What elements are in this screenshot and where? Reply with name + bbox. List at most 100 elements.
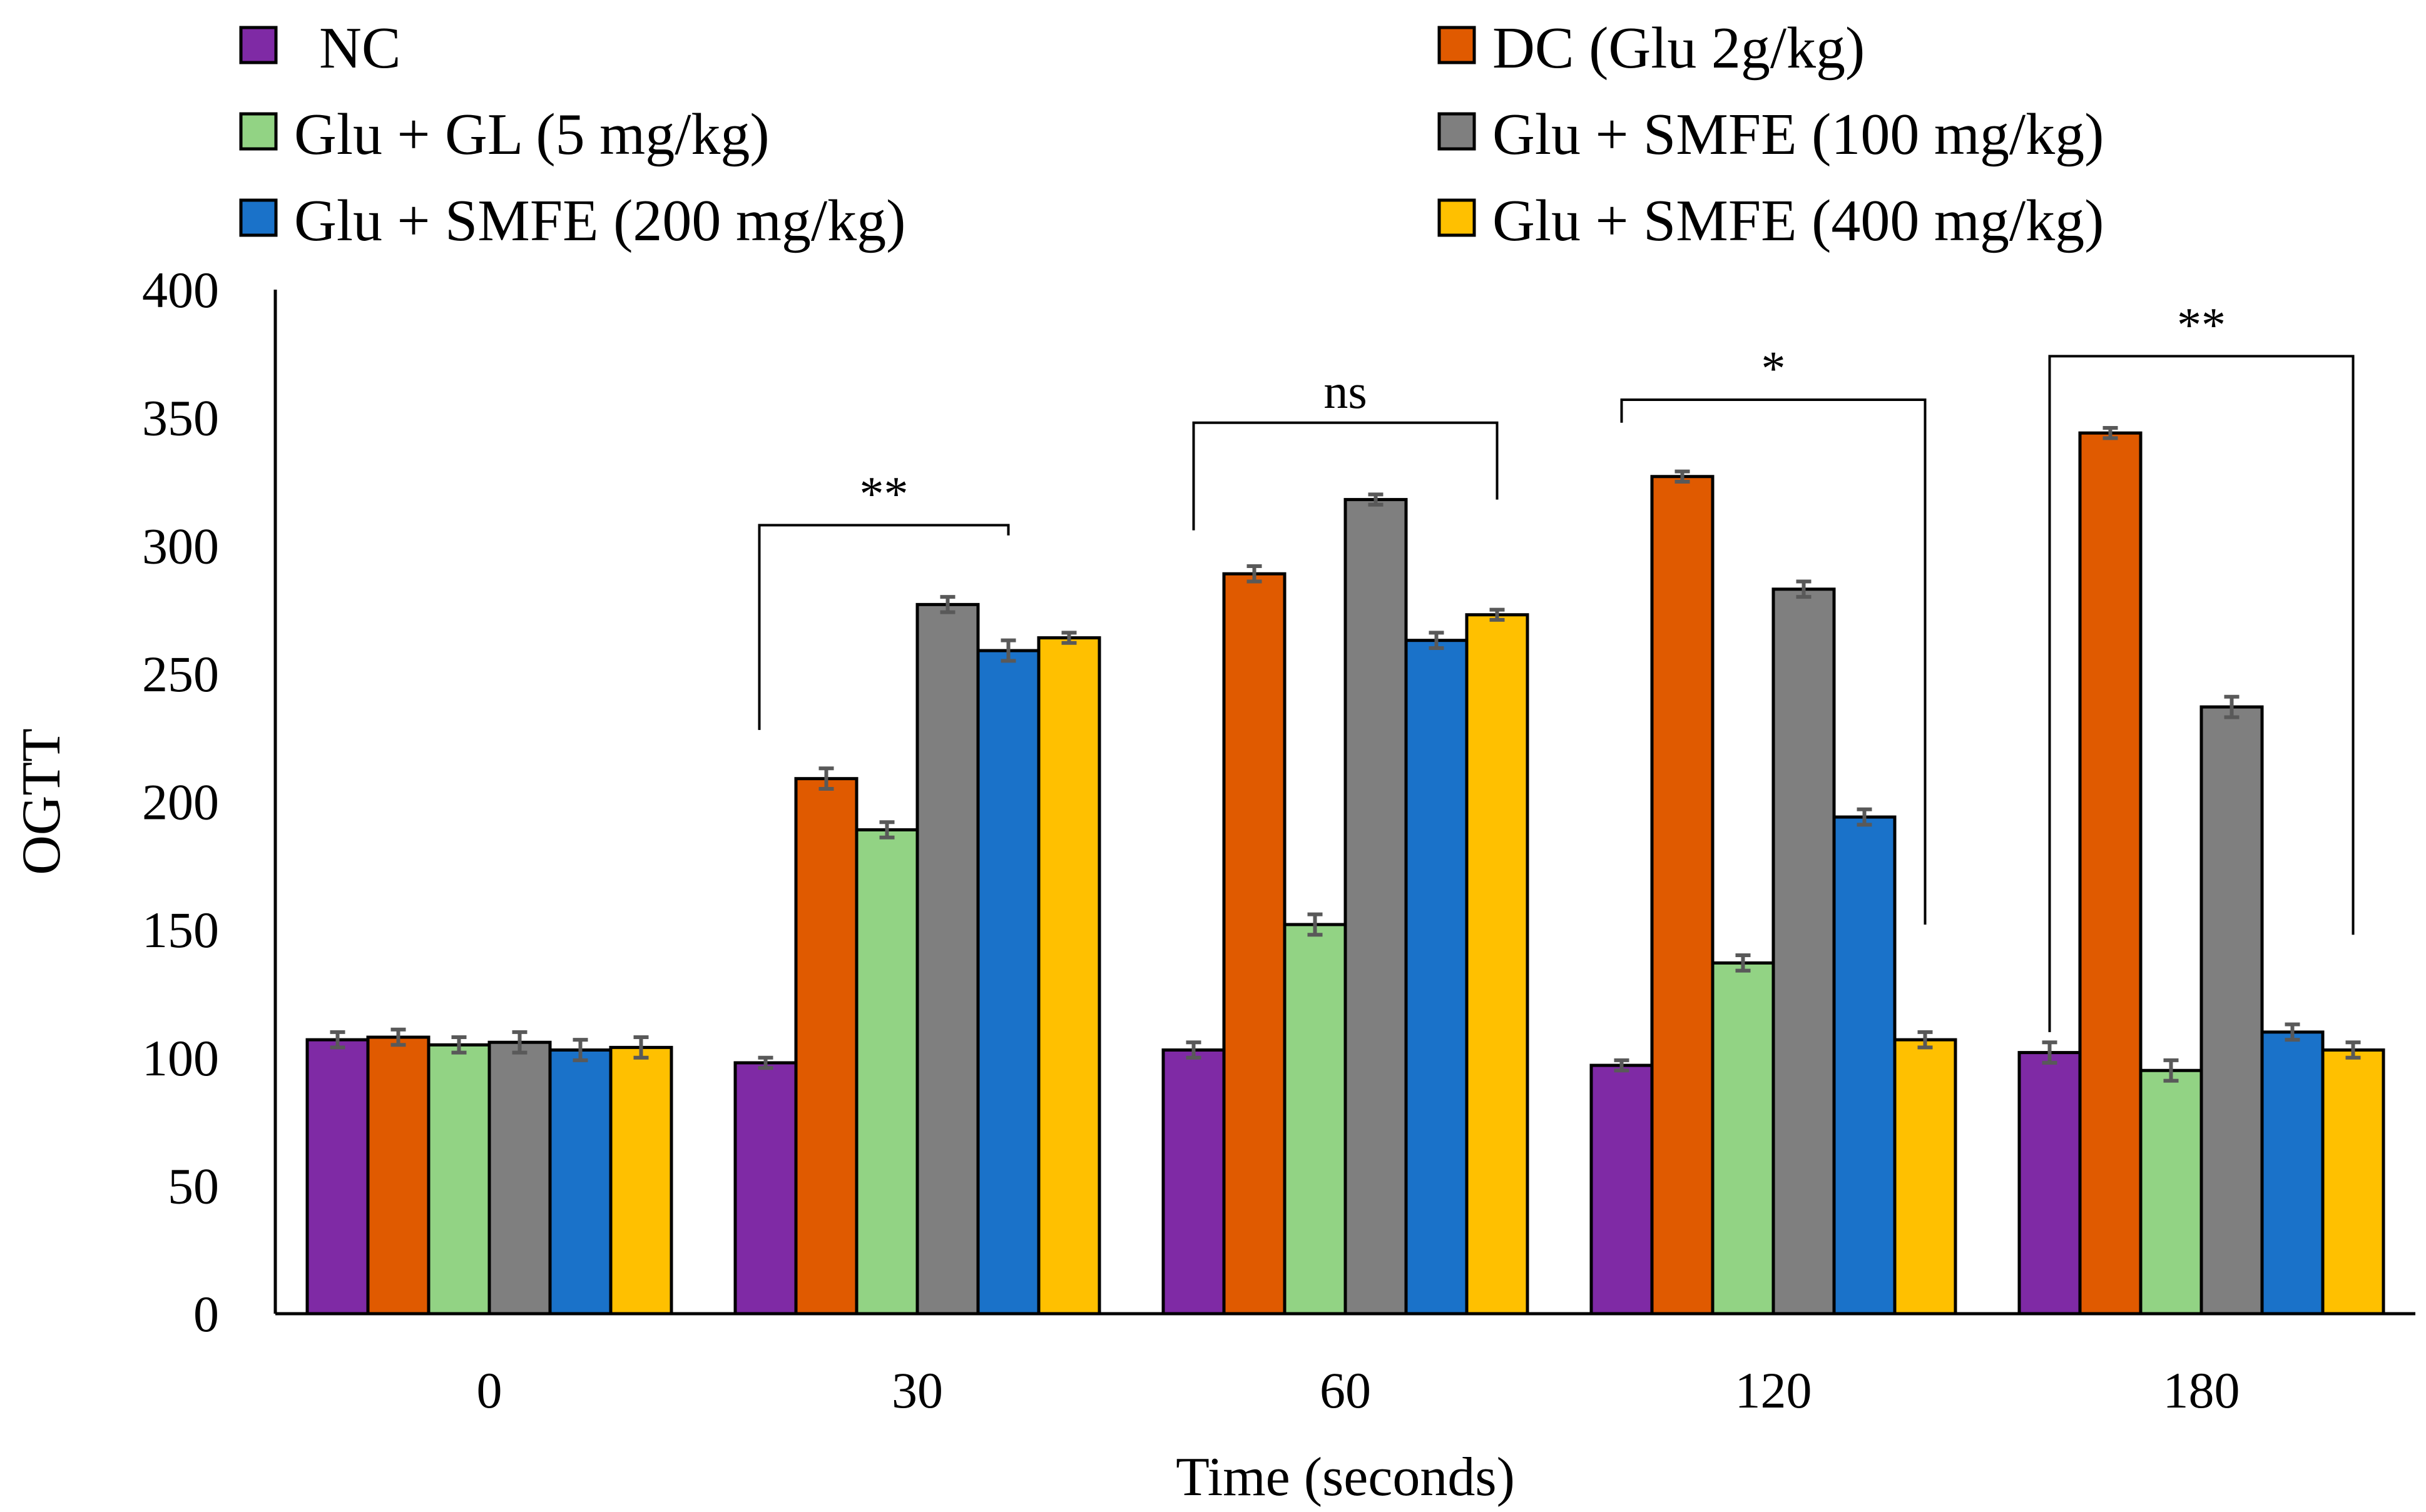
bars — [305, 431, 2385, 1316]
legend-swatch — [239, 112, 278, 151]
legend-swatch — [1437, 26, 1476, 64]
legend-item-1: DC (Glu 2g/kg) — [1437, 16, 1865, 81]
bar-2-2 — [1283, 923, 1347, 1316]
significance-label: ns — [1323, 364, 1367, 419]
error-bar-4-3 — [1857, 807, 1872, 827]
bar-4-4 — [2260, 1030, 2325, 1316]
error-bar-4-4 — [2285, 1022, 2300, 1042]
bracket-60: ns — [1192, 364, 1499, 530]
y-tick-label: 100 — [142, 1030, 219, 1087]
error-bar-3-4 — [2224, 694, 2240, 719]
bar-2-0 — [427, 1043, 491, 1316]
bar-4-0 — [548, 1048, 613, 1316]
error-bar-1-4 — [2102, 425, 2118, 440]
x-tick-label: 120 — [1735, 1362, 1812, 1419]
y-tick-label: 350 — [142, 390, 219, 447]
legend-swatch — [239, 198, 278, 237]
significance-label: * — [1761, 341, 1786, 395]
bar-0-4 — [2017, 1051, 2082, 1316]
legend-item-5: Glu + SMFE (400 mg/kg) — [1437, 188, 2104, 253]
error-bar-5-4 — [2345, 1040, 2361, 1060]
error-bar-2-4 — [2163, 1058, 2179, 1083]
error-bar-3-1 — [940, 595, 956, 614]
error-bar-5-3 — [1917, 1030, 1933, 1050]
bar-1-1 — [794, 777, 859, 1316]
bar-2-3 — [1711, 961, 1775, 1316]
error-bar-4-1 — [1001, 638, 1016, 663]
bar-5-3 — [1893, 1038, 1957, 1316]
error-bar-2-3 — [1735, 953, 1751, 973]
bar-5-4 — [2321, 1048, 2385, 1316]
error-bars — [330, 425, 2361, 1083]
error-bar-5-0 — [633, 1035, 649, 1060]
legend-item-4: Glu + SMFE (200 mg/kg) — [239, 188, 905, 253]
bar-0-3 — [1589, 1063, 1654, 1316]
error-bar-0-2 — [1186, 1040, 1201, 1060]
legend-item-2: Glu + GL (5 mg/kg) — [239, 102, 770, 167]
error-bar-3-0 — [512, 1030, 528, 1055]
x-tick-label: 180 — [2163, 1362, 2240, 1419]
legend-swatch — [1437, 112, 1476, 151]
error-bar-1-3 — [1674, 469, 1690, 484]
error-bar-1-1 — [818, 766, 834, 791]
bar-3-3 — [1771, 587, 1836, 1316]
error-bar-0-1 — [758, 1055, 773, 1070]
bar-3-1 — [915, 602, 980, 1316]
significance-label: ** — [860, 467, 909, 521]
bracket-180: ** — [2048, 297, 2355, 1032]
y-tick-label: 400 — [142, 261, 219, 318]
y-tick-label: 250 — [142, 646, 219, 703]
bar-1-0 — [366, 1035, 431, 1316]
y-tick-label: 0 — [193, 1286, 219, 1342]
error-bar-2-1 — [879, 820, 895, 840]
bar-2-1 — [855, 828, 919, 1316]
y-tick-label: 200 — [142, 774, 219, 831]
y-tick-label: 150 — [142, 901, 219, 958]
bar-4-1 — [976, 649, 1041, 1316]
bar-1-4 — [2078, 431, 2143, 1316]
x-axis-label: Time (seconds) — [1176, 1447, 1515, 1508]
y-axis-ticks: 0 50 100 150 200 250 300 350 400 — [142, 261, 219, 1342]
error-bar-2-0 — [451, 1035, 467, 1055]
legend-label: Glu + SMFE (100 mg/kg) — [1492, 102, 2104, 167]
error-bar-1-2 — [1246, 564, 1262, 584]
error-bar-5-1 — [1061, 631, 1077, 645]
legend-label: NC — [319, 16, 401, 81]
bracket-120: * — [1620, 341, 1927, 925]
legend: NC DC (Glu 2g/kg) Glu + GL (5 mg/kg) Glu + … — [239, 16, 2104, 253]
legend-label: Glu + GL (5 mg/kg) — [294, 102, 770, 167]
y-tick-label: 50 — [168, 1157, 219, 1214]
x-tick-label: 60 — [1320, 1362, 1371, 1419]
bar-5-1 — [1037, 636, 1101, 1316]
error-bar-3-2 — [1368, 492, 1384, 507]
y-axis-label: OGTT — [11, 728, 72, 875]
x-tick-label: 30 — [892, 1362, 943, 1419]
error-bar-4-2 — [1429, 631, 1444, 650]
bar-1-3 — [1650, 475, 1715, 1316]
bar-0-0 — [305, 1038, 370, 1316]
bar-4-2 — [1404, 639, 1469, 1316]
legend-label: Glu + SMFE (400 mg/kg) — [1492, 188, 2104, 253]
bar-4-3 — [1832, 815, 1897, 1316]
bar-0-1 — [733, 1061, 798, 1316]
error-bar-0-3 — [1614, 1058, 1629, 1073]
error-bar-2-2 — [1307, 912, 1323, 937]
error-bar-0-4 — [2042, 1040, 2057, 1065]
legend-item-0: NC — [239, 16, 401, 81]
legend-label: DC (Glu 2g/kg) — [1492, 16, 1865, 81]
legend-swatch — [239, 26, 278, 64]
legend-label: Glu + SMFE (200 mg/kg) — [294, 188, 905, 253]
bar-3-2 — [1343, 498, 1408, 1316]
error-bar-0-0 — [330, 1030, 345, 1050]
bracket-30: ** — [758, 467, 1010, 730]
bar-5-2 — [1465, 613, 1529, 1316]
error-bar-3-3 — [1796, 579, 1812, 599]
x-axis-ticks: 0 30 60 120 180 — [477, 1362, 2240, 1419]
bar-2-4 — [2139, 1068, 2203, 1316]
y-tick-label: 300 — [142, 517, 219, 574]
error-bar-5-2 — [1489, 607, 1505, 622]
legend-swatch — [1437, 198, 1476, 237]
bar-1-2 — [1222, 572, 1287, 1316]
legend-item-3: Glu + SMFE (100 mg/kg) — [1437, 102, 2104, 167]
